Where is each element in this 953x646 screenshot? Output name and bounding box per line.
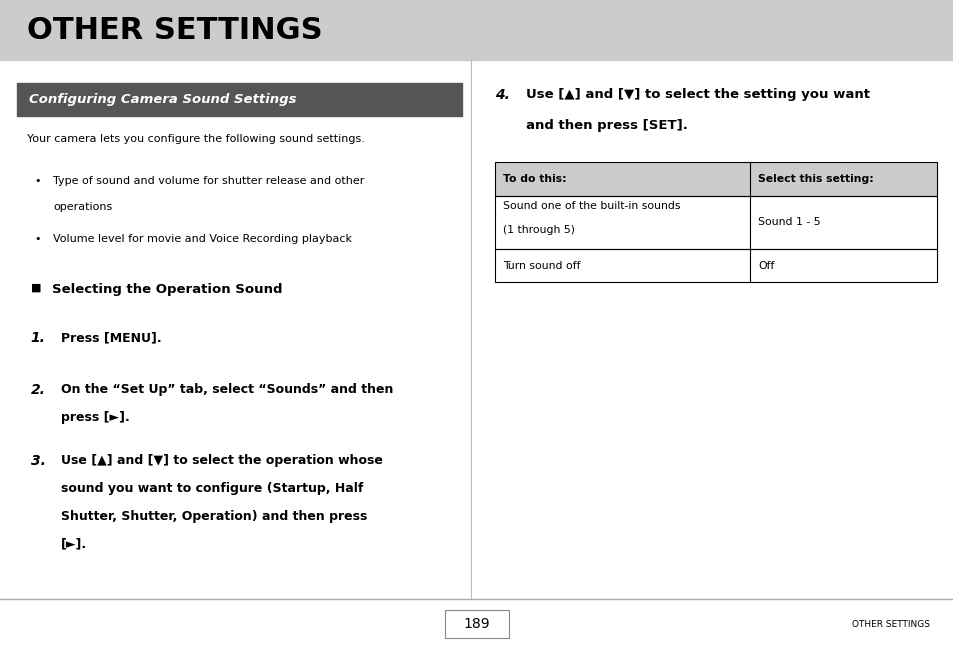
- Text: Volume level for movie and Voice Recording playback: Volume level for movie and Voice Recordi…: [53, 234, 352, 244]
- Text: sound you want to configure (Startup, Half: sound you want to configure (Startup, Ha…: [61, 482, 363, 495]
- Text: On the “Set Up” tab, select “Sounds” and then: On the “Set Up” tab, select “Sounds” and…: [61, 383, 393, 396]
- Text: Type of sound and volume for shutter release and other: Type of sound and volume for shutter rel…: [53, 176, 364, 186]
- Text: 2.: 2.: [30, 383, 46, 397]
- Bar: [495, 249, 936, 282]
- Bar: [444, 610, 509, 638]
- Text: Sound one of the built-in sounds: Sound one of the built-in sounds: [502, 201, 679, 211]
- Bar: [495, 196, 936, 249]
- Text: Use [▲] and [▼] to select the setting you want: Use [▲] and [▼] to select the setting yo…: [525, 88, 869, 101]
- Text: •: •: [34, 176, 41, 186]
- Text: OTHER SETTINGS: OTHER SETTINGS: [851, 620, 929, 629]
- Text: 1.: 1.: [30, 331, 46, 346]
- Text: 4.: 4.: [495, 88, 510, 102]
- Text: Press [MENU].: Press [MENU].: [61, 331, 161, 344]
- Text: [►].: [►].: [61, 537, 87, 550]
- Text: Selecting the Operation Sound: Selecting the Operation Sound: [51, 283, 282, 296]
- Text: Select this setting:: Select this setting:: [758, 174, 873, 184]
- Bar: [0, 0, 953, 60]
- Text: Off: Off: [758, 260, 774, 271]
- Text: ■: ■: [30, 283, 41, 293]
- Text: •: •: [34, 234, 41, 244]
- Text: OTHER SETTINGS: OTHER SETTINGS: [27, 16, 322, 45]
- Text: Your camera lets you configure the following sound settings.: Your camera lets you configure the follo…: [27, 134, 364, 144]
- Text: (1 through 5): (1 through 5): [502, 225, 574, 235]
- Bar: [17, 83, 461, 116]
- Text: 3.: 3.: [30, 454, 46, 468]
- Text: and then press [SET].: and then press [SET].: [525, 119, 687, 132]
- Text: Sound 1 - 5: Sound 1 - 5: [758, 217, 820, 227]
- Bar: [495, 162, 936, 196]
- Text: operations: operations: [53, 202, 112, 212]
- Text: press [►].: press [►].: [61, 411, 130, 424]
- Text: To do this:: To do this:: [502, 174, 566, 184]
- Text: 189: 189: [463, 617, 490, 631]
- Text: Use [▲] and [▼] to select the operation whose: Use [▲] and [▼] to select the operation …: [61, 454, 382, 467]
- Text: Turn sound off: Turn sound off: [502, 260, 579, 271]
- Bar: [495, 162, 936, 196]
- Text: Configuring Camera Sound Settings: Configuring Camera Sound Settings: [29, 93, 295, 106]
- Text: Shutter, Shutter, Operation) and then press: Shutter, Shutter, Operation) and then pr…: [61, 510, 367, 523]
